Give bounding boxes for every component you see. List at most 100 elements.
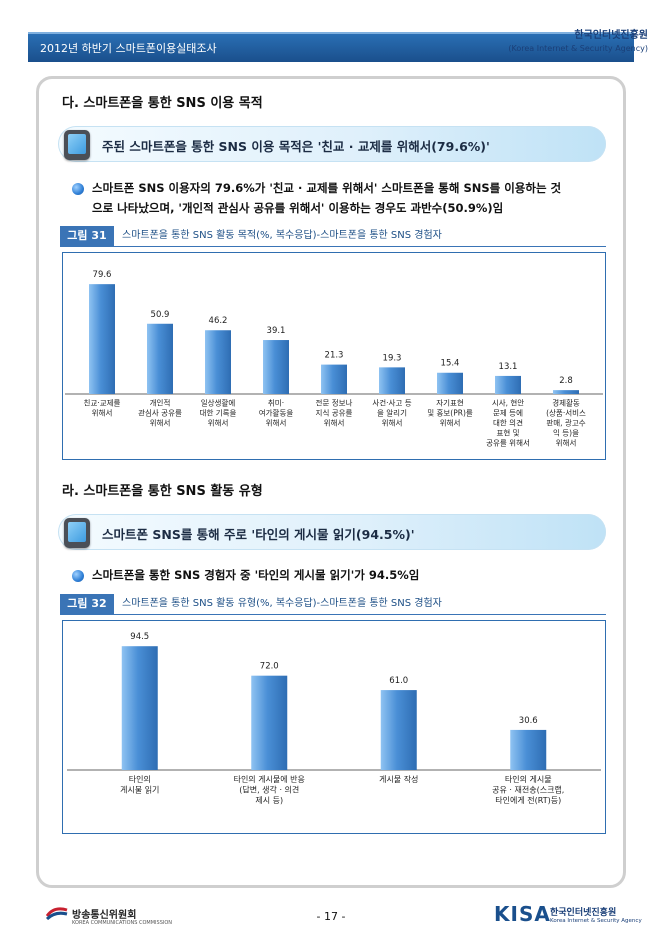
chart-bar [251,675,288,770]
figure-caption: 스마트폰을 통한 SNS 활동 유형(%, 복수응답)-스마트폰을 통한 SNS… [122,598,442,609]
chart-value-label: 21.3 [325,351,344,361]
chart-bar [147,323,173,394]
chart-category-label: 여가활동을 [259,408,294,418]
bullet-line-1: 스마트폰 SNS 이용자의 79.6%가 '친교 · 교제를 위해서' 스마트폰… [92,181,562,195]
chart-category-label: 위해서 [324,418,345,428]
chart-category-label: 일상생활에 [201,398,236,408]
chart-value-label: 46.2 [209,316,228,326]
bullet-icon [72,183,84,195]
chart-category-label: 친교·교제를 [84,398,121,408]
chart-bar [121,646,158,770]
chart-bar [437,372,463,394]
chart-category-label: 자기표현 [436,399,464,408]
chart-category-label: 전문 정보나 [316,398,353,408]
footer-kcc-name-en: KOREA COMMUNICATIONS COMMISSION [72,920,173,926]
chart-category-label: 경제활동 [552,398,580,408]
chart-category-label: 익 등)을 [553,428,579,438]
chart-category-label: 타인에게 전(RT)등) [495,795,561,805]
banner-text: 스마트폰 SNS를 통해 주로 '타인의 게시물 읽기(94.5%)' [102,527,415,542]
figure-label: 그림 32 [60,594,114,614]
chart-category-label: (답변, 생각 · 의견 [239,785,299,795]
smartphone-icon [64,518,90,548]
chart-bar [553,390,579,394]
chart-category-label: 문제 등에 [493,409,523,418]
chart-value-label: 79.6 [93,270,112,280]
kisa-logo: KISA [494,902,551,926]
chart-category-label: 취미· [268,399,284,408]
chart-category-label: 위해서 [266,418,287,428]
chart-category-label: 게시물 읽기 [120,785,159,795]
bullet-line-1: 스마트폰을 통한 SNS 경험자 중 '타인의 게시물 읽기'가 94.5%임 [92,568,420,582]
chart-category-label: 위해서 [440,418,461,428]
header-bar: 2012년 하반기 스마트폰이용실태조사 [28,32,634,62]
chart-category-label: 지식 공유를 [316,409,353,418]
chart-sns-purpose: 79.6 친교·교제를 위해서 50.9 개인적 관심사 공유를 위해서 46.2 일상생활에 대… [62,252,606,460]
chart-category-label: 위해서 [208,418,229,428]
section-heading-purpose: 다. 스마트폰을 통한 SNS 이용 목적 [62,96,263,111]
chart-category-label: 표현 및 [496,428,519,438]
report-title: 2012년 하반기 스마트폰이용실태조사 [40,42,217,55]
chart-category-label: 대한 기록을 [200,409,237,418]
summary-banner-purpose: 주된 스마트폰을 통한 SNS 이용 목적은 '친교 · 교제를 위해서(79.… [58,126,606,162]
chart-bar [510,729,547,770]
chart-value-label: 15.4 [441,359,460,369]
figure-label: 그림 31 [60,226,114,246]
chart-value-label: 19.3 [383,353,402,363]
chart-category-label: 및 홍보(PR)를 [427,408,473,418]
chart-value-label: 61.0 [389,676,408,686]
chart-value-label: 30.6 [519,716,538,726]
chart-category-label: 위해서 [382,418,403,428]
chart-category-label: 공유를 위해서 [486,438,530,448]
chart-category-label: 시사, 현안 [492,398,524,408]
chart-category-label: 제시 등) [255,796,283,805]
chart-category-label: 개인적 [150,398,171,408]
chart-value-label: 13.1 [499,362,518,372]
chart-value-label: 50.9 [151,310,170,320]
summary-banner-activity: 스마트폰 SNS를 통해 주로 '타인의 게시물 읽기(94.5%)' [58,514,606,550]
figure-rule [60,246,606,247]
chart-bar [495,375,521,394]
chart-category-label: 위해서 [150,418,171,428]
chart-category-label: 공유 · 재전송(스크랩, [492,785,564,795]
header-org: 한국인터넷진흥원 [574,30,648,41]
chart-bar [321,364,347,394]
figure-rule [60,614,606,615]
bullet-icon [72,570,84,582]
footer-kisa-name: 한국인터넷진흥원 [550,908,617,918]
chart-bar [205,330,231,394]
chart-bar [380,690,417,770]
chart-bar [89,284,115,394]
chart-category-label: 판매, 광고수 [546,418,585,428]
chart-bar [263,340,289,394]
smartphone-icon [64,130,90,160]
footer-kcc-name: 방송통신위원회 [72,910,137,921]
chart-category-label: 사건·사고 등 [372,398,411,408]
chart-category-label: 타인의 게시물 [505,774,552,784]
chart-value-label: 39.1 [267,326,286,336]
footer-kisa-name-en: Korea Internet & Security Agency [550,918,642,924]
chart-value-label: 72.0 [260,662,279,672]
chart-category-label: 위해서 [556,438,577,448]
chart-category-label: 타인의 게시물에 반응 [234,774,305,784]
content-frame [36,76,626,888]
page-number: - 17 - [316,910,346,923]
chart-category-label: 대한 의견 [493,418,523,428]
header-org-en: (Korea Internet & Security Agency) [508,44,648,53]
bullet-line-2: 으로 나타났으며, '개인적 관심사 공유를 위해서' 이용하는 경우도 과반수… [92,201,504,215]
chart-category-label: 을 알리기 [377,409,407,418]
chart-category-label: 관심사 공유를 [138,408,182,418]
chart-bar [379,367,405,394]
chart-category-label: (상품·서비스 [546,408,586,418]
chart-category-label: 위해서 [92,408,113,418]
chart-sns-activity: 94.5 타인의 게시물 읽기 72.0 타인의 게시물에 반응 (답변, 생각 · 의견… [62,620,606,834]
banner-text: 주된 스마트폰을 통한 SNS 이용 목적은 '친교 · 교제를 위해서(79.… [102,139,490,154]
kcc-logo-icon [46,907,68,920]
chart-category-label: 타인의 [129,774,151,784]
section-heading-activity: 라. 스마트폰을 통한 SNS 활동 유형 [62,484,263,499]
chart-value-label: 94.5 [130,632,149,642]
chart-value-label: 2.8 [559,376,573,386]
figure-caption: 스마트폰을 통한 SNS 활동 목적(%, 복수응답)-스마트폰을 통한 SNS… [122,230,442,241]
chart-category-label: 게시물 작성 [379,774,418,784]
